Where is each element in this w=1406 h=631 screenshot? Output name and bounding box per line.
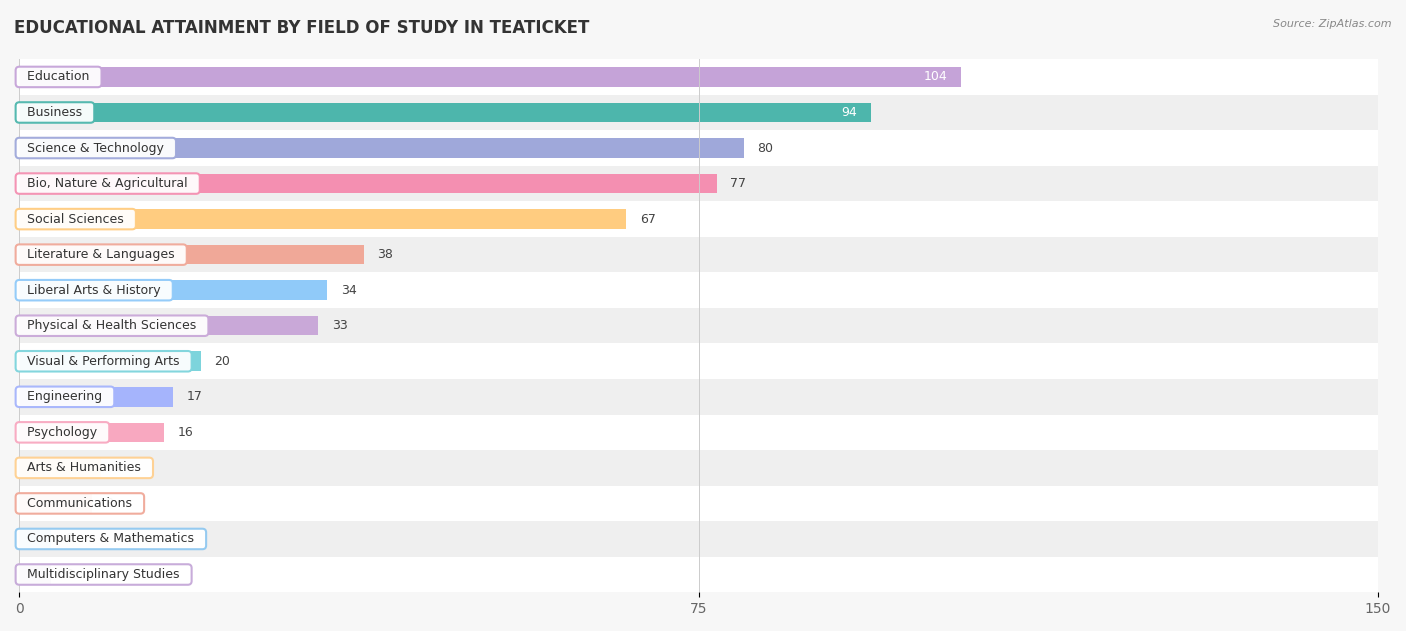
Bar bbox=[20, 280, 328, 300]
Text: 20: 20 bbox=[214, 355, 231, 368]
Text: Social Sciences: Social Sciences bbox=[20, 213, 132, 226]
Bar bbox=[20, 423, 165, 442]
Text: Literature & Languages: Literature & Languages bbox=[20, 248, 183, 261]
Bar bbox=[20, 95, 1378, 130]
Bar bbox=[20, 103, 870, 122]
Bar bbox=[20, 557, 1378, 593]
Text: 0: 0 bbox=[65, 568, 73, 581]
Text: 17: 17 bbox=[187, 391, 202, 403]
Bar bbox=[20, 59, 1378, 95]
Bar bbox=[20, 209, 626, 229]
Bar bbox=[20, 201, 1378, 237]
Text: Engineering: Engineering bbox=[20, 391, 111, 403]
Bar bbox=[20, 130, 1378, 166]
Text: 0: 0 bbox=[65, 533, 73, 545]
Text: Psychology: Psychology bbox=[20, 426, 105, 439]
Text: Business: Business bbox=[20, 106, 90, 119]
Text: 33: 33 bbox=[332, 319, 347, 333]
Bar bbox=[20, 67, 962, 86]
Text: Visual & Performing Arts: Visual & Performing Arts bbox=[20, 355, 188, 368]
Bar bbox=[20, 308, 1378, 343]
Bar bbox=[20, 521, 1378, 557]
Text: 67: 67 bbox=[640, 213, 655, 226]
Text: 104: 104 bbox=[924, 71, 948, 83]
Bar bbox=[20, 458, 101, 478]
Bar bbox=[20, 273, 1378, 308]
Bar bbox=[20, 415, 1378, 450]
Text: EDUCATIONAL ATTAINMENT BY FIELD OF STUDY IN TEATICKET: EDUCATIONAL ATTAINMENT BY FIELD OF STUDY… bbox=[14, 19, 589, 37]
Text: 34: 34 bbox=[340, 284, 357, 297]
Text: 94: 94 bbox=[841, 106, 858, 119]
Bar bbox=[20, 245, 364, 264]
Bar bbox=[20, 174, 717, 193]
Bar bbox=[20, 343, 1378, 379]
Bar bbox=[20, 529, 51, 549]
Text: Education: Education bbox=[20, 71, 98, 83]
Text: 16: 16 bbox=[179, 426, 194, 439]
Text: Communications: Communications bbox=[20, 497, 141, 510]
Text: 8: 8 bbox=[105, 497, 114, 510]
Bar bbox=[20, 493, 91, 513]
Text: 9: 9 bbox=[114, 461, 122, 475]
Bar bbox=[20, 237, 1378, 273]
Bar bbox=[20, 138, 744, 158]
Text: Science & Technology: Science & Technology bbox=[20, 141, 173, 155]
Text: Computers & Mathematics: Computers & Mathematics bbox=[20, 533, 202, 545]
Bar bbox=[20, 351, 201, 371]
Bar bbox=[20, 387, 173, 406]
Text: Multidisciplinary Studies: Multidisciplinary Studies bbox=[20, 568, 188, 581]
Text: Source: ZipAtlas.com: Source: ZipAtlas.com bbox=[1274, 19, 1392, 29]
Bar bbox=[20, 379, 1378, 415]
Text: Physical & Health Sciences: Physical & Health Sciences bbox=[20, 319, 205, 333]
Text: 80: 80 bbox=[758, 141, 773, 155]
Bar bbox=[20, 166, 1378, 201]
Bar bbox=[20, 450, 1378, 486]
Text: Arts & Humanities: Arts & Humanities bbox=[20, 461, 149, 475]
Text: 38: 38 bbox=[377, 248, 392, 261]
Bar bbox=[20, 316, 318, 336]
Text: 77: 77 bbox=[730, 177, 747, 190]
Bar bbox=[20, 565, 51, 584]
Text: Bio, Nature & Agricultural: Bio, Nature & Agricultural bbox=[20, 177, 195, 190]
Text: Liberal Arts & History: Liberal Arts & History bbox=[20, 284, 169, 297]
Bar bbox=[20, 486, 1378, 521]
